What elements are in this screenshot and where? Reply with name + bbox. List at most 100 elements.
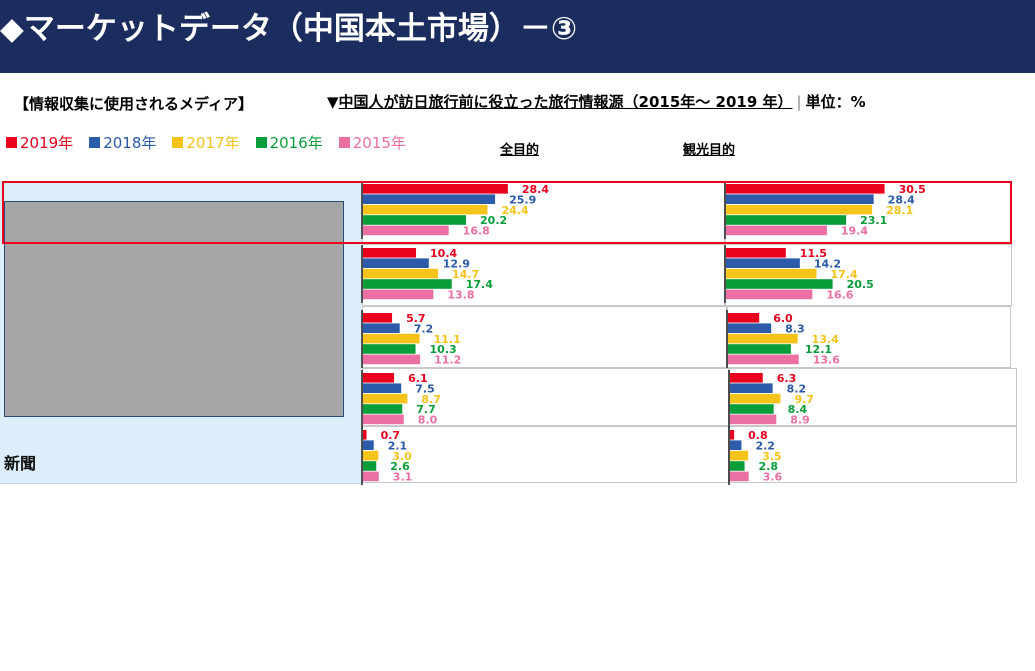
bar-全目的-row5-2016年 [363, 461, 377, 471]
cell-all-5 [362, 426, 729, 483]
bar-観光目的-row5-2016年 [730, 461, 745, 471]
bar-観光目的-row5-2018年 [730, 440, 742, 450]
data-label: 11.1 [434, 333, 461, 346]
data-label: 28.4 [522, 183, 549, 196]
bar-全目的-row3-2018年 [363, 323, 400, 333]
legend-label: 2017年 [186, 134, 240, 152]
bar-観光目的-row2-2016年 [726, 279, 833, 289]
chart-legend: 2019年 2018年 2017年 2016年 2015年 [6, 132, 406, 153]
legend-label: 2015年 [352, 134, 406, 152]
data-label: 12.9 [443, 257, 470, 270]
panel-title-all-purposes: 全目的 [500, 143, 540, 158]
bar-全目的-row5-2017年 [363, 450, 379, 461]
bar-全目的-row2-2016年 [363, 279, 452, 289]
bar-全目的-row4-2016年 [363, 404, 403, 414]
bar-観光目的-row5-2019年 [730, 430, 735, 440]
data-label: 12.1 [805, 343, 832, 356]
bar-全目的-row1-2018年 [363, 194, 496, 204]
data-label: 6.3 [777, 372, 797, 385]
bar-全目的-row5-2018年 [363, 440, 374, 450]
bar-観光目的-row4-2019年 [730, 373, 763, 383]
bar-観光目的-row5-2015年 [730, 471, 749, 482]
data-label: 17.4 [830, 268, 857, 281]
data-label: 3.5 [762, 450, 782, 463]
chart-title: ▼中国人が訪日旅行前に役立った旅行情報源（2015年～ 2019 年） | 単位：% [327, 91, 866, 112]
data-label: 20.5 [847, 278, 874, 291]
legend-swatch [6, 137, 17, 148]
bar-観光目的-row2-2017年 [726, 268, 817, 279]
header-bar: ◆マーケットデータ（中国本土市場）－③ [0, 0, 1035, 73]
data-label: 16.6 [826, 289, 853, 302]
bar-全目的-row1-2017年 [363, 204, 488, 215]
data-label: 17.4 [466, 278, 493, 291]
legend-swatch [172, 137, 184, 148]
bar-全目的-row5-2019年 [363, 430, 367, 440]
data-label: 3.1 [393, 471, 413, 484]
panel-title-sightseeing: 観光目的 [683, 143, 736, 158]
chart-title-separator: | [796, 93, 802, 111]
data-label: 5.7 [406, 312, 426, 325]
legend-item-3: 2016年 [255, 132, 323, 153]
data-label: 28.4 [888, 193, 915, 206]
bar-観光目的-row1-2017年 [726, 204, 873, 215]
bar-観光目的-row4-2016年 [730, 404, 774, 414]
legend-item-1: 2018年 [89, 132, 156, 153]
data-label: 25.9 [509, 193, 536, 206]
data-label: 8.9 [790, 414, 810, 427]
legend-label: 2019年 [20, 134, 74, 152]
bar-観光目的-row3-2019年 [728, 313, 760, 323]
data-label: 6.0 [773, 312, 793, 325]
bar-観光目的-row1-2016年 [726, 215, 847, 225]
data-label: 2.8 [759, 460, 779, 473]
data-label: 10.3 [430, 343, 457, 356]
bar-全目的-row4-2015年 [363, 414, 404, 425]
bar-全目的-row1-2015年 [363, 225, 449, 236]
bar-全目的-row3-2019年 [363, 313, 393, 323]
data-label: 2.6 [390, 460, 410, 473]
data-label: 7.2 [414, 322, 434, 335]
bar-全目的-row3-2016年 [363, 344, 416, 354]
cell-all-3 [362, 306, 727, 368]
page-title: ◆マーケットデータ（中国本土市場）－③ [0, 11, 578, 47]
bar-全目的-row5-2015年 [363, 471, 379, 482]
bar-全目的-row2-2015年 [363, 289, 434, 300]
bar-全目的-row1-2019年 [363, 184, 508, 194]
data-label: 7.5 [415, 382, 435, 395]
section-label: 【情報収集に使用されるメディア】 [14, 95, 253, 113]
data-label: 13.8 [447, 289, 474, 302]
bar-全目的-row1-2016年 [363, 215, 467, 225]
data-label: 9.7 [794, 393, 814, 406]
data-label: 30.5 [899, 183, 926, 196]
bar-観光目的-row3-2015年 [728, 354, 799, 365]
data-label: 0.8 [748, 429, 768, 442]
data-label: 14.7 [452, 268, 479, 281]
data-label: 2.1 [388, 439, 408, 452]
bar-全目的-row2-2019年 [363, 248, 417, 258]
data-label: 2.2 [755, 439, 775, 452]
bar-全目的-row2-2017年 [363, 268, 438, 279]
bar-全目的-row4-2017年 [363, 393, 408, 404]
legend-item-2: 2017年 [172, 132, 240, 153]
data-label: 13.4 [812, 333, 839, 346]
data-label: 3.0 [392, 450, 412, 463]
image-placeholder [4, 201, 344, 417]
bar-観光目的-row2-2015年 [726, 289, 813, 300]
data-label: 23.1 [860, 214, 887, 227]
bar-観光目的-row1-2015年 [726, 225, 827, 236]
data-label: 20.2 [480, 214, 507, 227]
bar-観光目的-row3-2017年 [728, 333, 798, 344]
legend-swatch [89, 137, 101, 148]
row-label-bg-5 [0, 426, 362, 484]
bar-全目的-row4-2018年 [363, 383, 402, 393]
legend-item-4: 2015年 [338, 132, 406, 153]
legend-label: 2016年 [269, 134, 323, 152]
data-label: 19.4 [841, 225, 868, 238]
bar-観光目的-row1-2018年 [726, 194, 874, 204]
data-label: 13.6 [813, 354, 840, 367]
data-label: 16.8 [463, 225, 490, 238]
chart-title-main: 中国人が訪日旅行前に役立った旅行情報源（2015年～ 2019 年） [338, 93, 793, 111]
bar-観光目的-row4-2017年 [730, 393, 781, 404]
chart-title-prefix: ▼ [327, 93, 339, 111]
legend-label: 2018年 [103, 134, 157, 152]
